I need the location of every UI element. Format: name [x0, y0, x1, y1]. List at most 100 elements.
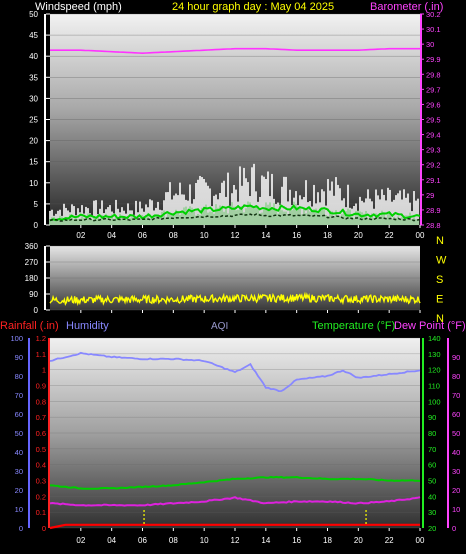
temperature-tick-label: 100: [428, 397, 441, 406]
compass-label: N: [436, 313, 444, 325]
wind-x-tick-label: 04: [107, 231, 116, 240]
dewpoint-line: [49, 496, 421, 507]
wind-x-tick-label: 06: [138, 231, 147, 240]
temperature-tick-label: 110: [428, 382, 440, 391]
humidity-tick-label: 60: [15, 410, 23, 419]
temp-x-tick-label: 02: [76, 536, 85, 545]
temperature-tick-label: 70: [428, 445, 436, 454]
temperature-tick-label: 60: [428, 461, 436, 470]
rainfall-axis-title: Rainfall (.in): [0, 320, 59, 332]
compass-label: E: [436, 294, 443, 306]
temperature-axis-title: Temperature (°F): [312, 320, 395, 332]
temp-x-tick-label: 08: [169, 536, 178, 545]
humidity-axis-title: Humidity: [66, 320, 109, 332]
dewpoint-tick-label: 30: [452, 467, 460, 476]
rain-tick-label: 0.2: [36, 492, 46, 501]
temp-x-tick-label: 16: [292, 536, 301, 545]
barometer-tick-label: 29.7: [426, 85, 441, 94]
rain-tick-label: 0.9: [36, 382, 46, 391]
temp-x-tick-label: 00: [416, 536, 425, 545]
temperature-tick-label: 80: [428, 429, 436, 438]
wind-x-tick-label: 10: [200, 231, 209, 240]
series-layer: [49, 47, 421, 530]
wind-tick-label: 20: [29, 137, 38, 146]
barometer-tick-label: 29.4: [426, 131, 441, 140]
wind-x-tick-label: 16: [292, 231, 301, 240]
wind-tick-label: 25: [29, 116, 38, 125]
windspeed-axis-title: Windspeed (mph): [35, 1, 122, 13]
dewpoint-tick-label: 20: [452, 486, 460, 495]
wind-average-line: [49, 204, 421, 222]
temperature-tick-label: 140: [428, 334, 441, 343]
barometer-tick-label: 29.2: [426, 161, 441, 170]
dewpoint-tick-label: 70: [452, 391, 460, 400]
wind-tick-label: 45: [29, 31, 38, 40]
chart-title: 24 hour graph day : May 04 2025: [172, 1, 334, 13]
temperature-tick-label: 90: [428, 413, 436, 422]
wind-tick-label: 5: [34, 200, 39, 209]
humidity-tick-label: 70: [15, 391, 23, 400]
wind-tick-label: 35: [29, 73, 38, 82]
rain-tick-label: 1.2: [36, 334, 46, 343]
temperature-tick-label: 40: [428, 492, 436, 501]
axes: 0510152025303540455028.828.92929.129.229…: [10, 10, 460, 545]
barometer-tick-label: 30.1: [426, 25, 441, 34]
humidity-tick-label: 0: [19, 524, 23, 533]
temperature-tick-label: 130: [428, 350, 441, 359]
temperature-tick-label: 20: [428, 524, 436, 533]
rainfall-line: [49, 523, 420, 530]
wind-x-tick-label: 00: [416, 231, 425, 240]
barometer-tick-label: 30: [426, 40, 434, 49]
barometer-tick-label: 29.5: [426, 116, 441, 125]
wind-x-tick-label: 14: [261, 231, 270, 240]
barometer-tick-label: 28.9: [426, 206, 441, 215]
humidity-line: [49, 351, 421, 393]
temp-x-tick-label: 22: [385, 536, 394, 545]
temp-x-tick-label: 20: [354, 536, 363, 545]
wind-tick-label: 10: [29, 179, 38, 188]
wind-x-tick-label: 18: [323, 231, 332, 240]
humidity-tick-label: 50: [15, 429, 23, 438]
direction-tick-label: 0: [34, 306, 39, 315]
wind-tick-label: 15: [29, 158, 38, 167]
wind-lull-line: [49, 213, 421, 222]
compass-label: N: [436, 235, 444, 247]
wind-x-tick-label: 12: [231, 231, 240, 240]
humidity-tick-label: 30: [15, 467, 23, 476]
grid-lines: [50, 13, 420, 529]
barometer-tick-label: 29.3: [426, 146, 441, 155]
wind-tick-label: 30: [29, 94, 38, 103]
dewpoint-tick-label: 90: [452, 353, 460, 362]
barometer-tick-label: 29.1: [426, 176, 441, 185]
rain-tick-label: 0.6: [36, 429, 46, 438]
wind-tick-label: 0: [34, 221, 39, 230]
dewpoint-axis-title: Dew Point (°F): [394, 320, 466, 332]
humidity-tick-label: 20: [15, 486, 23, 495]
dewpoint-tick-label: 60: [452, 410, 460, 419]
barometer-tick-label: 29.9: [426, 55, 441, 64]
barometer-tick-label: 29: [426, 191, 434, 200]
rain-tick-label: 0.3: [36, 477, 46, 486]
dewpoint-tick-label: 0: [452, 524, 456, 533]
humidity-tick-label: 100: [10, 334, 23, 343]
rain-tick-label: 1.1: [36, 350, 46, 359]
temp-x-tick-label: 14: [261, 536, 270, 545]
temp-x-tick-label: 06: [138, 536, 147, 545]
rain-tick-label: 0.5: [36, 445, 46, 454]
rain-tick-label: 0.7: [36, 413, 46, 422]
barometer-axis-title: Barometer (.in): [370, 1, 443, 13]
temp-x-tick-label: 12: [231, 536, 240, 545]
rain-tick-label: 0.4: [36, 461, 46, 470]
compass-label: S: [436, 274, 443, 286]
dewpoint-tick-label: 50: [452, 429, 460, 438]
dewpoint-tick-label: 80: [452, 372, 460, 381]
compass-label: W: [436, 255, 447, 267]
wind-x-tick-label: 20: [354, 231, 363, 240]
humidity-tick-label: 10: [15, 505, 23, 514]
wind-x-tick-label: 22: [385, 231, 394, 240]
direction-tick-label: 90: [29, 290, 38, 299]
direction-tick-label: 270: [25, 258, 39, 267]
rain-tick-label: 0.8: [36, 397, 46, 406]
